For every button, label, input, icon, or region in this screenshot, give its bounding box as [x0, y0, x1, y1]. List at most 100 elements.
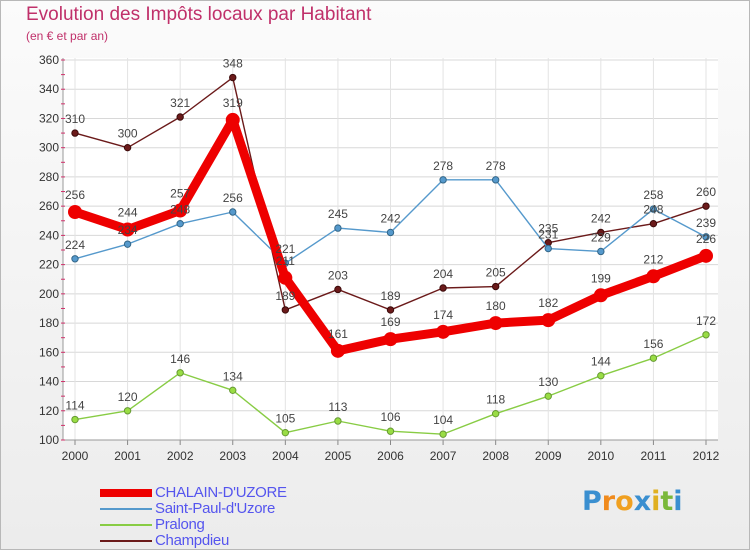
logo-letter: o [615, 486, 634, 517]
data-label-pralong: 104 [433, 413, 453, 427]
data-point-saint-paul [176, 219, 184, 228]
x-tick-label: 2009 [535, 449, 562, 463]
data-point-saint-paul [229, 208, 237, 216]
data-label-champdieu: 300 [118, 127, 138, 141]
data-point-saint-paul [71, 255, 79, 263]
y-tick-label: 340 [39, 82, 59, 96]
data-label-saint-paul: 229 [591, 230, 611, 244]
y-tick-label: 220 [39, 258, 59, 272]
x-tick-label: 2001 [114, 449, 141, 463]
logo-letter: r [601, 486, 616, 517]
data-label-chalain: 319 [223, 96, 243, 110]
logo-letter: P [582, 486, 602, 517]
proxiti-logo: Proxiti [582, 486, 683, 517]
data-point-pralong [597, 371, 605, 380]
data-label-champdieu: 310 [65, 112, 85, 126]
legend-label-saint-paul: Saint-Paul-d'Uzore [155, 500, 276, 517]
data-point-champdieu [229, 73, 237, 82]
chart-subtitle: (en € et par an) [26, 29, 109, 43]
data-point-pralong [123, 407, 132, 415]
data-point-chalain [383, 332, 398, 347]
data-point-pralong [334, 417, 342, 425]
data-label-chalain: 244 [118, 206, 138, 220]
data-label-chalain: 211 [276, 254, 295, 268]
y-tick-label: 320 [39, 111, 59, 125]
data-point-pralong [649, 354, 658, 362]
data-label-champdieu: 242 [591, 211, 611, 225]
data-label-saint-paul: 248 [170, 203, 190, 217]
x-tick-label: 2000 [62, 449, 89, 463]
data-label-chalain: 182 [538, 296, 558, 310]
data-label-pralong: 120 [118, 390, 138, 404]
data-label-chalain: 169 [380, 315, 400, 329]
data-label-pralong: 106 [380, 410, 400, 424]
data-label-saint-paul: 256 [223, 191, 243, 205]
data-point-pralong [439, 430, 447, 438]
data-label-saint-paul: 278 [433, 159, 453, 173]
data-label-chalain: 257 [170, 187, 190, 201]
data-label-champdieu: 203 [328, 268, 348, 282]
data-point-saint-paul [702, 233, 710, 241]
x-tick-label: 2011 [641, 449, 667, 463]
legend-swatch-pralong [100, 524, 152, 526]
x-tick-label: 2002 [167, 449, 194, 463]
data-label-saint-paul: 231 [538, 228, 558, 242]
data-point-saint-paul [597, 247, 605, 256]
legend-label-champdieu: Champdieu [155, 532, 230, 549]
data-label-pralong: 114 [65, 399, 84, 413]
x-tick-label: 2010 [587, 449, 614, 463]
data-point-pralong [386, 427, 395, 435]
data-point-chalain [646, 269, 661, 284]
legend-label-pralong: Pralong [155, 516, 205, 533]
data-label-pralong: 130 [538, 375, 558, 389]
y-tick-label: 260 [39, 199, 59, 213]
data-label-pralong: 156 [643, 337, 663, 351]
data-label-saint-paul: 224 [65, 238, 85, 252]
data-label-saint-paul: 245 [328, 207, 348, 221]
data-point-saint-paul [544, 244, 552, 253]
data-point-chalain [173, 203, 188, 218]
chart-title: Evolution des Impôts locaux par Habitant [26, 4, 372, 25]
data-label-saint-paul: 258 [643, 188, 663, 202]
data-label-chalain: 212 [643, 252, 663, 266]
x-tick-label: 2003 [219, 449, 246, 463]
legend-swatch-champdieu [100, 540, 152, 542]
legend-item-chalain: CHALAIN-D'UZORE [100, 484, 360, 501]
data-label-champdieu: 189 [275, 289, 295, 303]
data-point-chalain [120, 222, 135, 237]
data-point-chalain [278, 270, 293, 285]
data-point-champdieu [597, 228, 605, 237]
legend: CHALAIN-D'UZORE Saint-Paul-d'Uzore Pralo… [100, 484, 360, 549]
data-point-chalain [593, 288, 608, 303]
x-tick-label: 2005 [325, 449, 352, 463]
y-tick-label: 240 [39, 228, 59, 242]
data-point-saint-paul [649, 205, 658, 213]
logo-letter: i [673, 486, 683, 517]
data-label-champdieu: 348 [223, 57, 243, 71]
logo-letter: t [660, 486, 674, 517]
y-tick-label: 100 [39, 433, 59, 447]
y-tick-label: 200 [39, 287, 59, 301]
data-label-chalain: 256 [65, 188, 85, 202]
data-point-chalain [68, 205, 82, 219]
data-label-champdieu: 204 [433, 267, 453, 281]
data-label-champdieu: 321 [170, 96, 190, 110]
data-point-chalain [699, 248, 713, 263]
data-label-saint-paul: 239 [696, 216, 716, 230]
x-tick-label: 2006 [377, 449, 404, 463]
legend-swatch-saint-paul [100, 508, 152, 510]
data-point-champdieu [123, 143, 132, 152]
data-point-chalain [488, 316, 503, 331]
data-label-pralong: 134 [223, 369, 243, 383]
y-tick-label: 120 [39, 404, 59, 418]
legend-label-chalain: CHALAIN-D'UZORE [155, 484, 287, 501]
data-label-champdieu: 189 [380, 289, 400, 303]
data-point-champdieu [281, 306, 290, 314]
data-label-champdieu: 248 [643, 203, 663, 217]
data-point-champdieu [71, 129, 79, 137]
data-label-chalain: 174 [433, 308, 453, 322]
data-label-pralong: 144 [591, 355, 611, 369]
data-label-champdieu: 260 [696, 185, 716, 199]
data-point-pralong [71, 415, 79, 424]
